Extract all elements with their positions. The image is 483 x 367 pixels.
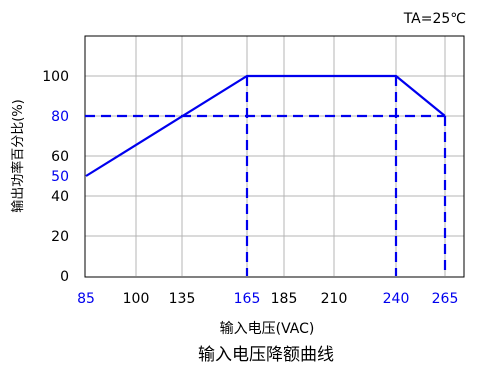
y-tick-20: 20 [51,229,69,245]
reference-lines [85,76,447,276]
x-tick-165: 165 [234,291,261,307]
y-axis-label: 输出功率百分比(%) [10,99,26,213]
x-tick-185: 185 [271,291,298,307]
x-tick-210: 210 [321,291,348,307]
x-axis-label: 输入电压(VAC) [220,321,315,337]
chart-title: 输入电压降额曲线 [198,345,334,365]
y-tick-50: 50 [51,169,69,185]
y-tick-labels: 100 80 60 50 40 20 0 [42,69,69,285]
series-line-0 [85,74,446,177]
y-tick-100: 100 [42,69,69,85]
grid-lines [85,36,464,276]
y-tick-40: 40 [51,189,69,205]
series-group [85,74,446,177]
plot-frame [84,35,465,278]
x-tick-labels: 85 100 135 165 185 210 240 265 [77,291,458,307]
x-tick-85: 85 [77,291,95,307]
y-tick-80: 80 [51,109,69,125]
x-tick-240: 240 [383,291,410,307]
annotation: TA=25℃ [403,11,466,27]
x-tick-135: 135 [169,291,196,307]
y-tick-60: 60 [51,149,69,165]
x-tick-265: 265 [432,291,459,307]
x-tick-100: 100 [123,291,150,307]
y-tick-0: 0 [60,269,69,285]
